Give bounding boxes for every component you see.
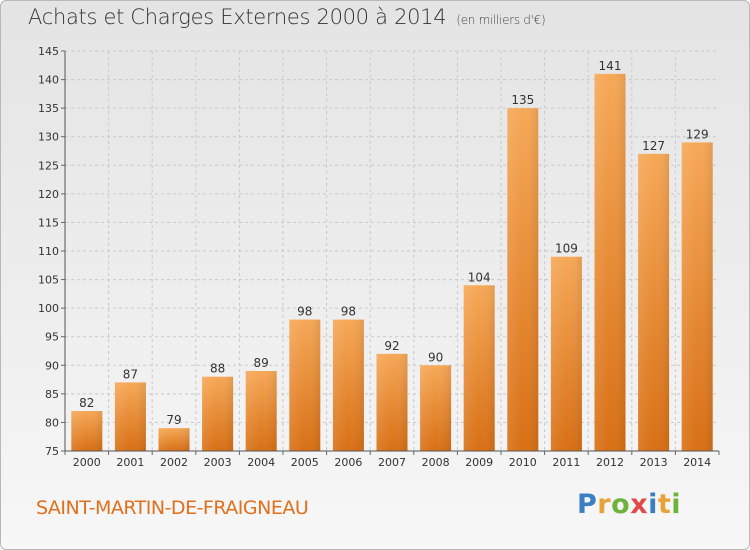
bar-shade xyxy=(245,371,277,451)
x-tick-label: 2007 xyxy=(378,456,406,469)
bar-shade xyxy=(463,285,495,451)
x-tick-label: 2008 xyxy=(422,456,450,469)
bar-shade xyxy=(550,256,582,451)
title-text: Achats et Charges Externes 2000 à 2014 xyxy=(28,5,447,29)
bar-shade xyxy=(638,153,670,451)
data-label: 92 xyxy=(384,339,399,353)
x-tick-label: 2014 xyxy=(683,456,711,469)
data-label: 98 xyxy=(341,305,356,319)
bar-shade xyxy=(332,319,364,451)
x-tick-label: 2011 xyxy=(552,456,580,469)
y-tick-label: 85 xyxy=(45,388,59,401)
bar-shade xyxy=(71,411,103,451)
data-label: 90 xyxy=(428,350,443,364)
data-label: 104 xyxy=(468,270,491,284)
x-tick-label: 2010 xyxy=(509,456,537,469)
logo-letter: i xyxy=(671,489,682,520)
data-label: 82 xyxy=(79,396,94,410)
x-tick-label: 2003 xyxy=(204,456,232,469)
x-tick-label: 2000 xyxy=(73,456,101,469)
y-tick-label: 75 xyxy=(45,445,59,458)
data-label: 79 xyxy=(166,413,181,427)
x-tick-label: 2006 xyxy=(334,456,362,469)
x-tick-label: 2001 xyxy=(116,456,144,469)
data-label: 87 xyxy=(123,367,138,381)
x-tick-label: 2002 xyxy=(160,456,188,469)
data-label: 88 xyxy=(210,362,225,376)
y-tick-label: 125 xyxy=(38,159,59,172)
bar-shade xyxy=(507,108,539,452)
commune-name: SAINT-MARTIN-DE-FRAIGNEAU xyxy=(36,497,309,519)
axes: 75 80 85 90 95 100 105 110 115 120 125 130 135 140 145… xyxy=(38,45,720,469)
data-label: 98 xyxy=(297,305,312,319)
data-label: 141 xyxy=(599,59,622,73)
proxiti-logo: Proxiti xyxy=(577,489,681,520)
bar-shade xyxy=(420,365,452,451)
y-tick-label: 140 xyxy=(38,74,59,87)
x-tick-label: 2004 xyxy=(247,456,275,469)
y-tick-label: 130 xyxy=(38,131,59,144)
chart-title: Achats et Charges Externes 2000 à 2014 (e… xyxy=(28,5,546,29)
bar-shade xyxy=(376,353,408,451)
y-tick-label: 100 xyxy=(38,302,59,315)
y-tick-label: 135 xyxy=(38,102,59,115)
chart-subtitle: (en milliers d'€) xyxy=(456,13,546,27)
y-tick-label: 90 xyxy=(45,359,59,372)
bar-shade xyxy=(594,73,626,451)
y-tick-label: 110 xyxy=(38,245,59,258)
data-label: 89 xyxy=(254,356,269,370)
logo-letter: o xyxy=(611,489,631,520)
x-tick-label: 2012 xyxy=(596,456,624,469)
y-tick-label: 120 xyxy=(38,188,59,201)
bars: 82 87 79 88 89 98 98 92 90 104 135 109 141 127 129 xyxy=(71,59,713,452)
data-label: 127 xyxy=(642,139,665,153)
logo-letter: x xyxy=(630,489,649,520)
logo-letter: P xyxy=(577,489,598,520)
bar-shade xyxy=(158,428,190,451)
bar-shade xyxy=(681,142,713,451)
bar-shade xyxy=(114,382,146,451)
x-tick-label: 2009 xyxy=(465,456,493,469)
logo-letter: r xyxy=(597,489,612,520)
logo-letter: i xyxy=(648,489,658,520)
bar-shade xyxy=(202,376,234,451)
y-tick-label: 95 xyxy=(45,331,59,344)
logo-letter: t xyxy=(657,489,672,520)
data-label: 129 xyxy=(686,127,709,141)
data-label: 109 xyxy=(555,242,578,256)
y-tick-label: 145 xyxy=(38,45,59,58)
data-label: 135 xyxy=(511,93,534,107)
y-tick-label: 80 xyxy=(45,416,59,429)
x-tick-label: 2005 xyxy=(291,456,319,469)
x-tick-label: 2013 xyxy=(640,456,668,469)
y-tick-label: 115 xyxy=(38,216,59,229)
bar-shade xyxy=(289,319,321,451)
y-tick-label: 105 xyxy=(38,274,59,287)
